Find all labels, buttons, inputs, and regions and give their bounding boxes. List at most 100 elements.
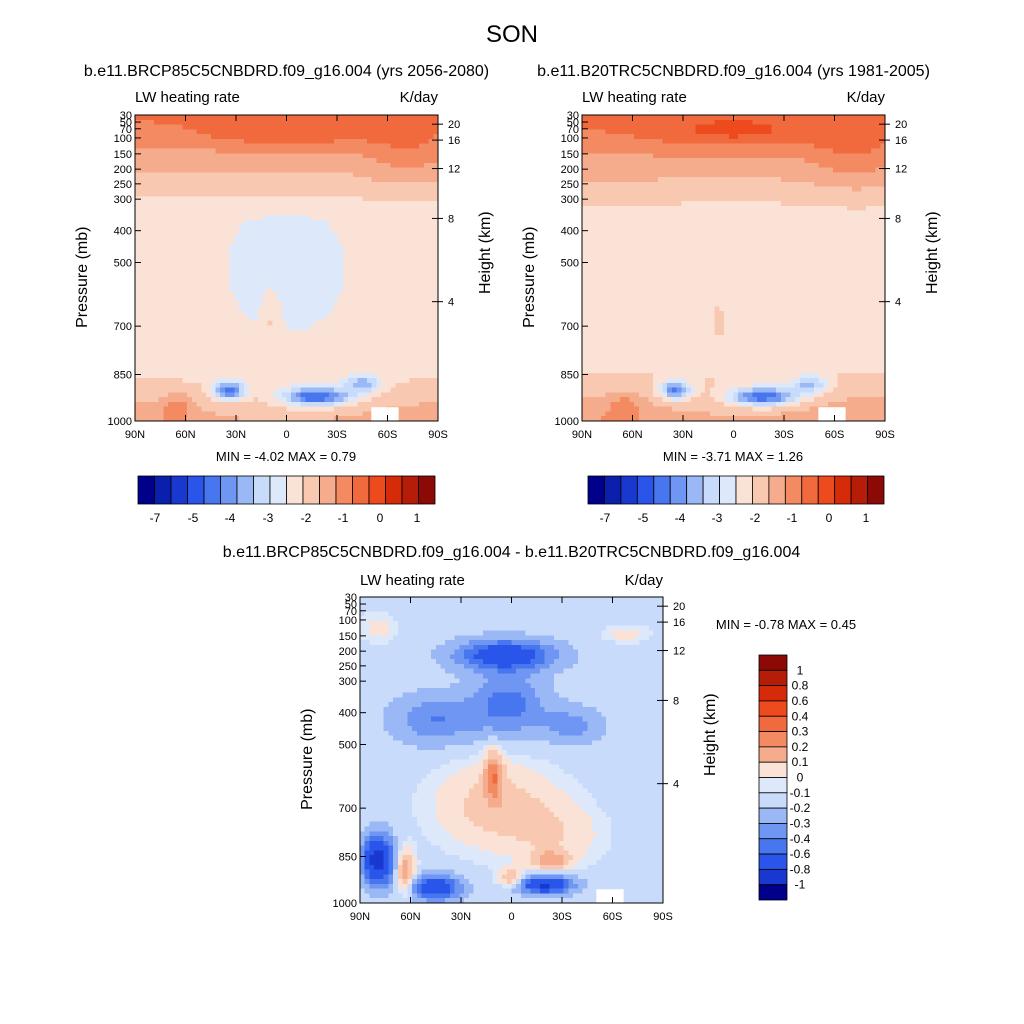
field-cell: [149, 401, 155, 408]
field-cell: [790, 115, 796, 121]
field-cell: [310, 382, 316, 389]
field-cell: [638, 124, 645, 130]
field-cell: [766, 153, 772, 159]
field-cell: [591, 124, 597, 130]
field-cell: [224, 234, 231, 240]
field-cell: [215, 138, 221, 145]
field-cell: [281, 282, 288, 288]
field-cell: [400, 387, 406, 393]
field-cell: [414, 196, 420, 202]
field-cell: [295, 282, 302, 288]
field-cell: [638, 153, 645, 159]
field-cell: [634, 119, 640, 126]
field-cell: [305, 229, 311, 236]
field-cell: [281, 258, 288, 264]
field-cell: [182, 397, 188, 403]
field-cell: [172, 382, 179, 389]
field-cell: [172, 277, 179, 283]
field-cell: [187, 330, 193, 336]
field-cell: [338, 416, 344, 422]
field-cell: [201, 268, 207, 274]
field-cell: [300, 325, 307, 331]
field-cell: [177, 191, 183, 197]
field-cell: [338, 162, 344, 169]
field-cell: [371, 234, 378, 240]
field-cell: [196, 344, 202, 350]
field-cell: [404, 416, 411, 422]
field-cell: [433, 373, 439, 379]
field-cell: [319, 172, 325, 178]
field-cell: [220, 272, 226, 279]
field-cell: [168, 392, 174, 398]
field-cell: [653, 162, 659, 169]
field-cell: [404, 134, 411, 140]
field-cell: [153, 224, 160, 231]
field-cell: [724, 143, 730, 150]
field-cell: [333, 349, 340, 355]
field-cell: [172, 373, 179, 379]
field-cell: [338, 124, 344, 130]
field-cell: [272, 248, 278, 255]
field-cell: [248, 358, 254, 365]
field-cell: [253, 191, 259, 197]
field-cell: [314, 401, 321, 408]
field-cell: [220, 162, 226, 169]
field-cell: [229, 387, 236, 393]
field-cell: [206, 162, 212, 169]
field-cell: [371, 167, 378, 173]
field-cell: [291, 277, 297, 283]
field-cell: [352, 358, 359, 365]
field-cell: [828, 119, 834, 126]
field-cell: [400, 191, 406, 197]
field-cell: [295, 291, 302, 298]
field-cell: [832, 148, 839, 154]
field-cell: [305, 325, 311, 331]
field-cell: [719, 119, 725, 126]
field-cell: [177, 196, 183, 202]
field-cell: [139, 392, 146, 398]
contour-field: [582, 115, 886, 422]
field-cell: [319, 382, 325, 389]
field-cell: [177, 215, 183, 221]
field-cell: [837, 148, 843, 154]
field-cell: [153, 354, 160, 360]
field-cell: [653, 138, 659, 145]
field-cell: [177, 148, 183, 154]
field-cell: [851, 143, 858, 150]
field-cell: [333, 406, 340, 413]
field-cell: [243, 354, 250, 360]
field-cell: [295, 397, 302, 403]
field-cell: [258, 186, 264, 193]
field-cell: [248, 325, 254, 331]
field-cell: [172, 401, 179, 408]
field-cell: [220, 201, 226, 207]
field-cell: [220, 411, 226, 417]
field-cell: [163, 368, 169, 374]
field-cell: [224, 129, 231, 135]
field-cell: [272, 358, 278, 365]
field-cell: [404, 239, 411, 245]
field-cell: [362, 201, 368, 207]
field-cell: [371, 196, 378, 202]
field-cell: [239, 115, 245, 121]
field-cell: [390, 315, 396, 322]
field-cell: [163, 172, 169, 178]
field-cell: [300, 368, 307, 374]
field-cell: [149, 181, 155, 188]
field-cell: [433, 291, 439, 298]
field-cell: [187, 115, 193, 121]
field-cell: [172, 387, 179, 393]
field-cell: [220, 172, 226, 178]
field-cell: [234, 325, 240, 331]
field-cell: [153, 339, 160, 346]
field-cell: [310, 377, 316, 384]
field-cell: [314, 124, 321, 130]
field-cell: [610, 134, 616, 140]
field-cell: [329, 115, 335, 121]
field-cell: [253, 205, 259, 212]
field-cell: [423, 124, 430, 130]
field-cell: [333, 311, 340, 317]
field-cell: [329, 253, 335, 260]
field-cell: [409, 244, 415, 250]
field-cell: [201, 397, 207, 403]
